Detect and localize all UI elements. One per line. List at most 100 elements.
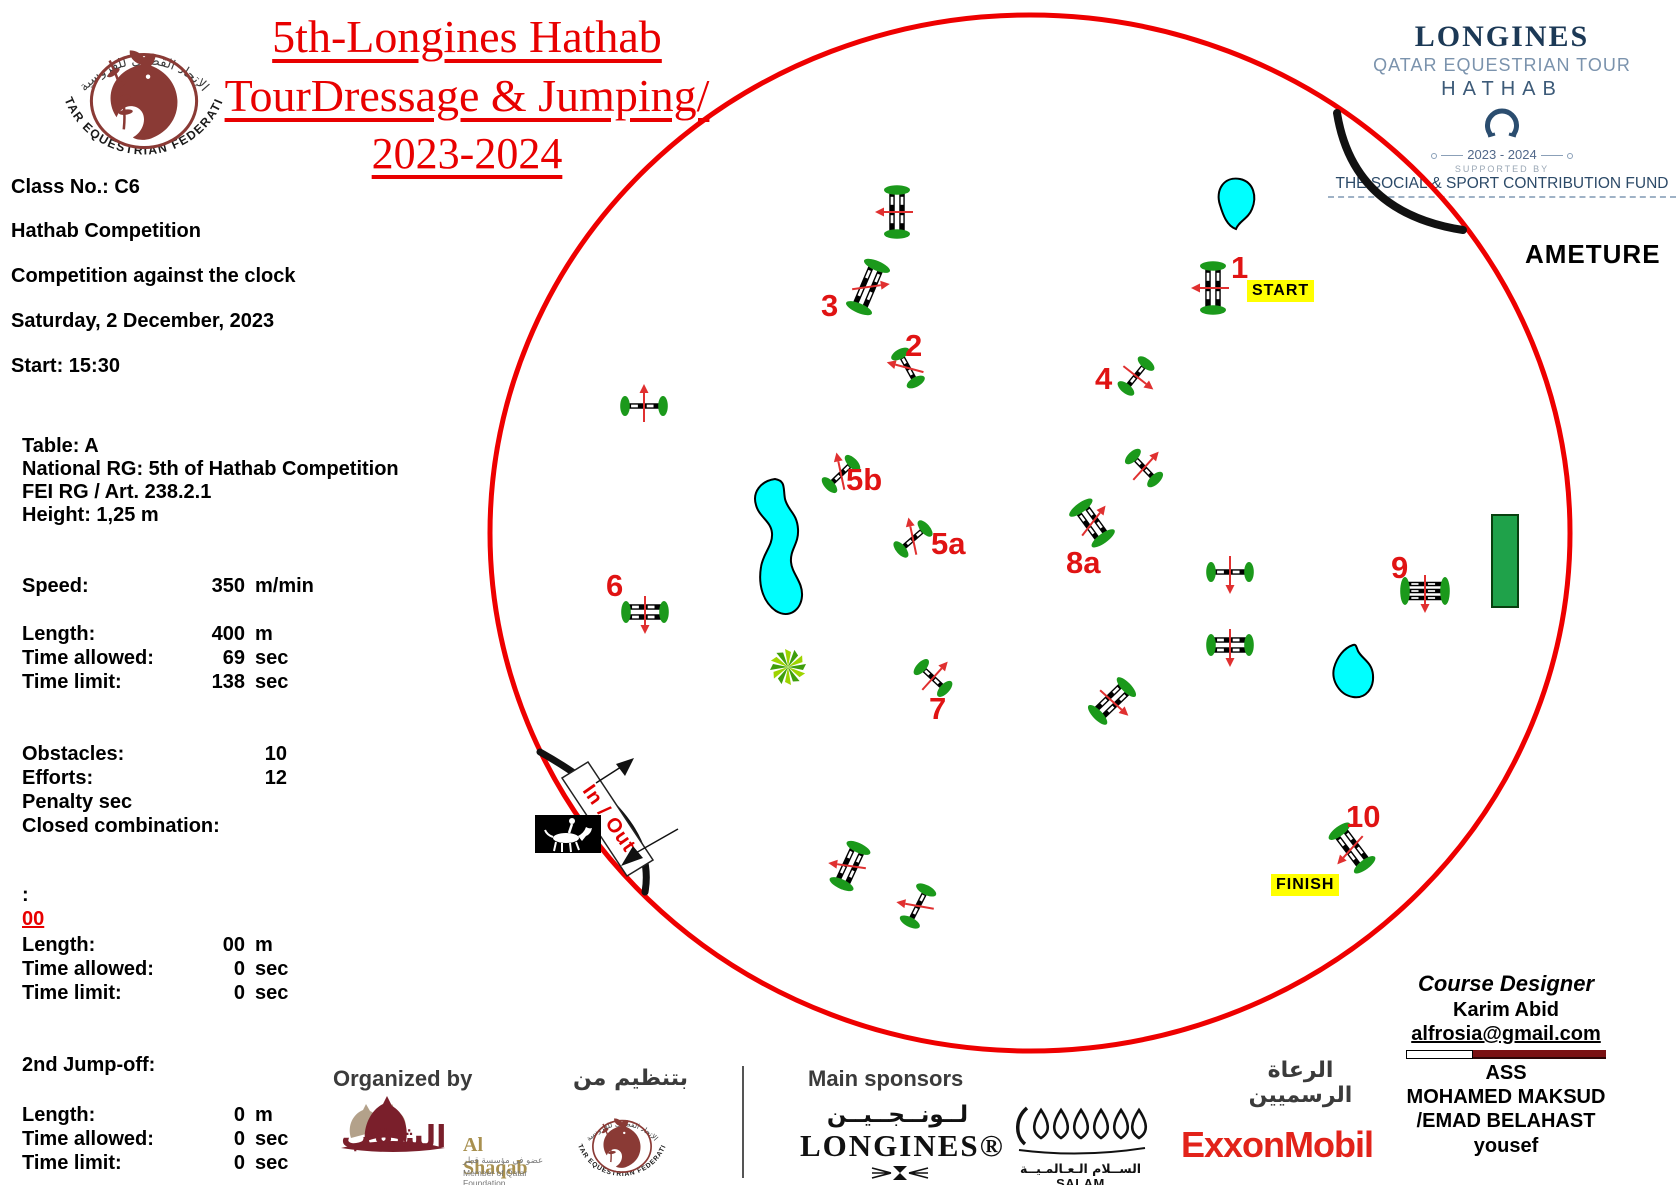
direction-arrow-head bbox=[1191, 283, 1200, 293]
info-row-value: 0 bbox=[233, 1128, 245, 1150]
designer-name: Karim Abid bbox=[1453, 998, 1559, 1021]
obstacle-8a bbox=[1069, 498, 1115, 548]
info-row: Time allowed: 0 sec bbox=[22, 958, 322, 981]
direction-arrow bbox=[836, 863, 866, 870]
title-line-2: TourDressage & Jumping/ bbox=[224, 69, 710, 121]
competition-name: Hathab Competition bbox=[11, 220, 201, 242]
salam-name: SALAM INTERNATIONAL bbox=[1056, 1176, 1105, 1185]
info-row-unit: sec bbox=[255, 982, 289, 1004]
winged-hourglass-icon bbox=[871, 1166, 928, 1180]
obstacle-number-5b: 5b bbox=[846, 462, 882, 497]
direction-arrow-head bbox=[905, 517, 915, 528]
info-row-unit: m bbox=[255, 623, 273, 645]
main-sponsors-label: Main sponsors bbox=[808, 1066, 964, 1091]
assistant-title: ASS bbox=[1485, 1061, 1527, 1084]
table-rule: Table: A bbox=[22, 435, 99, 457]
direction-arrow-head bbox=[1096, 505, 1106, 516]
info-row-label: Time limit: bbox=[22, 1152, 122, 1174]
direction-arrow-head bbox=[938, 661, 948, 672]
out-arrow-line bbox=[633, 828, 679, 855]
designer-email: alfrosia@gmail.com bbox=[1411, 1023, 1601, 1046]
direction-arrow-head bbox=[1143, 380, 1154, 390]
info-row-label: Time limit: bbox=[22, 982, 122, 1004]
info-row: Time limit: 138 sec bbox=[22, 671, 322, 694]
obstacle-unnumbered bbox=[829, 840, 871, 892]
direction-arrow bbox=[1122, 365, 1147, 385]
direction-arrow-head bbox=[896, 899, 906, 909]
salam-arabic: الســلام الـعـالمـيــة bbox=[1019, 1161, 1142, 1176]
info-row-label: Length: bbox=[22, 1104, 96, 1126]
direction-arrow bbox=[909, 526, 918, 555]
start-label: START bbox=[1247, 280, 1315, 302]
class-no: Class No.: C6 bbox=[11, 176, 140, 198]
qef-logo-small bbox=[566, 1098, 669, 1179]
info-row-label: Obstacles: bbox=[22, 743, 125, 765]
info-row-value: 0 bbox=[233, 958, 245, 980]
info-row-label: Time allowed: bbox=[22, 647, 154, 669]
info-row: Closed combination: bbox=[22, 815, 322, 838]
direction-arrow-head bbox=[1118, 706, 1129, 716]
direction-arrow bbox=[1342, 835, 1364, 859]
longines-tour-logo: LONGINES QATAR EQUESTRIAN TOUR HATHAB 20… bbox=[1328, 20, 1676, 198]
obstacle-number-2: 2 bbox=[905, 328, 922, 363]
info-row: Time limit: 0 sec bbox=[22, 1152, 322, 1175]
info-row-unit: sec bbox=[255, 958, 289, 980]
info-row: Time allowed: 69 sec bbox=[22, 647, 322, 670]
speed-value: 350 bbox=[211, 575, 245, 597]
direction-arrow bbox=[852, 284, 882, 291]
info-row-value: 69 bbox=[222, 647, 245, 669]
fei-rg: FEI RG / Art. 238.2.1 bbox=[22, 481, 212, 503]
info-row-value: 400 bbox=[211, 623, 245, 645]
info-row-value: 10 bbox=[264, 743, 287, 765]
obstacle-number-9: 9 bbox=[1391, 550, 1408, 585]
title-line-3: 2023-2024 bbox=[371, 128, 563, 178]
jumpoff2-label: 2nd Jump-off: bbox=[22, 1054, 156, 1076]
direction-arrow-head bbox=[828, 859, 838, 869]
finish-label: FINISH bbox=[1271, 874, 1340, 896]
speed-label: Speed: bbox=[22, 575, 89, 597]
info-row: Length: 00 m bbox=[22, 934, 322, 957]
jumpoff-code: 00 bbox=[22, 908, 45, 930]
season: 2023 - 2024 bbox=[1328, 147, 1676, 162]
info-row-label: Length: bbox=[22, 934, 96, 956]
direction-arrow-head bbox=[886, 360, 897, 369]
info-row-label: Length: bbox=[22, 623, 96, 645]
obstacle-1 bbox=[1200, 261, 1226, 315]
competition-date: Saturday, 2 December, 2023 bbox=[11, 310, 275, 332]
info-row-unit: sec bbox=[255, 1128, 289, 1150]
obstacle-number-8a: 8a bbox=[1066, 545, 1101, 580]
alshaqab-calligraphy: الشقب bbox=[341, 1120, 447, 1155]
obstacle-number-4: 4 bbox=[1095, 361, 1113, 396]
in-out-corridor bbox=[560, 760, 655, 878]
competition-type: Competition against the clock bbox=[11, 265, 296, 287]
direction-arrow bbox=[837, 461, 846, 490]
direction-arrow-head bbox=[639, 384, 649, 393]
colon-line: : bbox=[22, 884, 29, 906]
direction-arrow-head bbox=[1337, 854, 1347, 865]
alshaqab-member-arabic: عضو في مؤسسة قطر bbox=[463, 1156, 544, 1166]
longines-arabic: لــونــجــيــن bbox=[826, 1102, 969, 1128]
info-row-label: Penalty sec bbox=[22, 791, 133, 813]
info-row-unit: m bbox=[255, 934, 273, 956]
longines-event: HATHAB bbox=[1441, 78, 1563, 100]
fund-name: THE SOCIAL & SPORT CONTRIBUTION FUND bbox=[1328, 175, 1676, 198]
north-gate-arc bbox=[1333, 109, 1467, 234]
in-arrow-head bbox=[616, 758, 634, 776]
national-rg: National RG: 5th of Hathab Competition bbox=[22, 458, 399, 480]
info-row-unit: m bbox=[255, 1104, 273, 1126]
direction-arrow bbox=[921, 667, 943, 691]
info-row-value: 0 bbox=[233, 982, 245, 1004]
info-row-label: Efforts: bbox=[22, 767, 94, 789]
palm-bush bbox=[770, 649, 806, 685]
direction-arrow-head bbox=[1225, 585, 1235, 594]
info-row: Length: 0 m bbox=[22, 1104, 322, 1127]
water-jump-west bbox=[754, 477, 804, 615]
obstacle-number-1: 1 bbox=[1231, 250, 1248, 285]
info-row: Efforts: 12 bbox=[22, 767, 322, 790]
longines-brand: LONGINES bbox=[1414, 20, 1590, 53]
direction-arrow-head bbox=[880, 280, 890, 290]
organized-by-label: Organized by bbox=[333, 1066, 473, 1091]
water-jump-east bbox=[1332, 643, 1375, 699]
horseshoe-icon bbox=[1328, 103, 1676, 146]
direction-arrow bbox=[1132, 457, 1154, 481]
